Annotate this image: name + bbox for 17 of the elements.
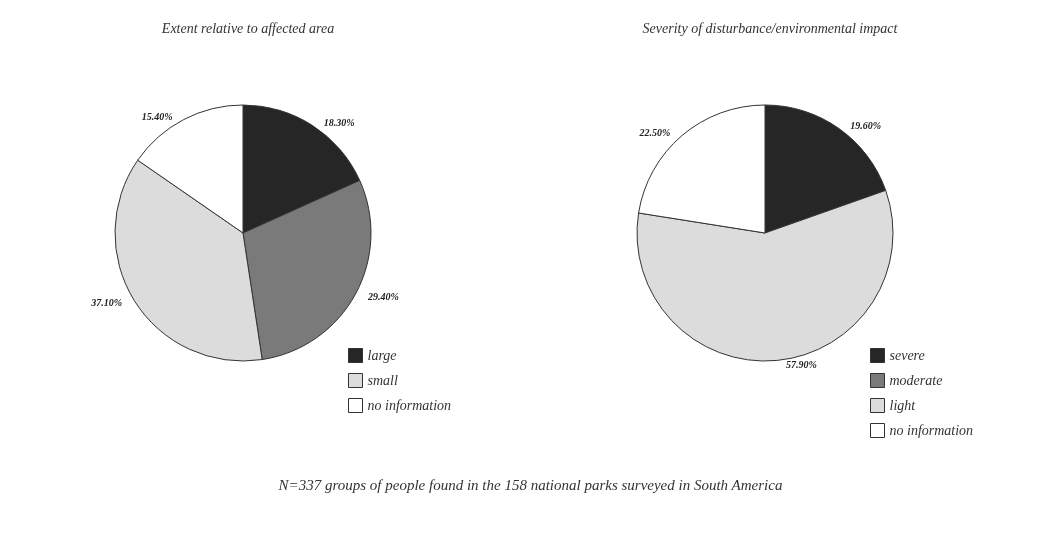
legend-label: light [889, 398, 917, 413]
chart-title: Severity of disturbance/environmental impact [642, 20, 899, 36]
legend-label: large [367, 348, 397, 363]
data-label: 29.40% [366, 290, 399, 302]
data-label: 18.30% [323, 116, 355, 128]
data-label: 37.10% [90, 297, 123, 309]
legend-label: no information [889, 423, 974, 438]
data-label: 19.60% [850, 119, 882, 131]
data-label: 15.40% [141, 110, 173, 122]
data-label: 57.90% [786, 358, 817, 370]
text: N=337 groups of people found in the 158 national parks surveyed in South America [277, 477, 784, 494]
legend-label: no information [367, 398, 452, 413]
data-label: 22.50% [638, 127, 671, 139]
legend-label: severe [889, 348, 925, 363]
legend-label: moderate [889, 373, 943, 388]
chart-title: Extent relative to affected area [160, 20, 335, 36]
legend-label: small [367, 373, 398, 388]
